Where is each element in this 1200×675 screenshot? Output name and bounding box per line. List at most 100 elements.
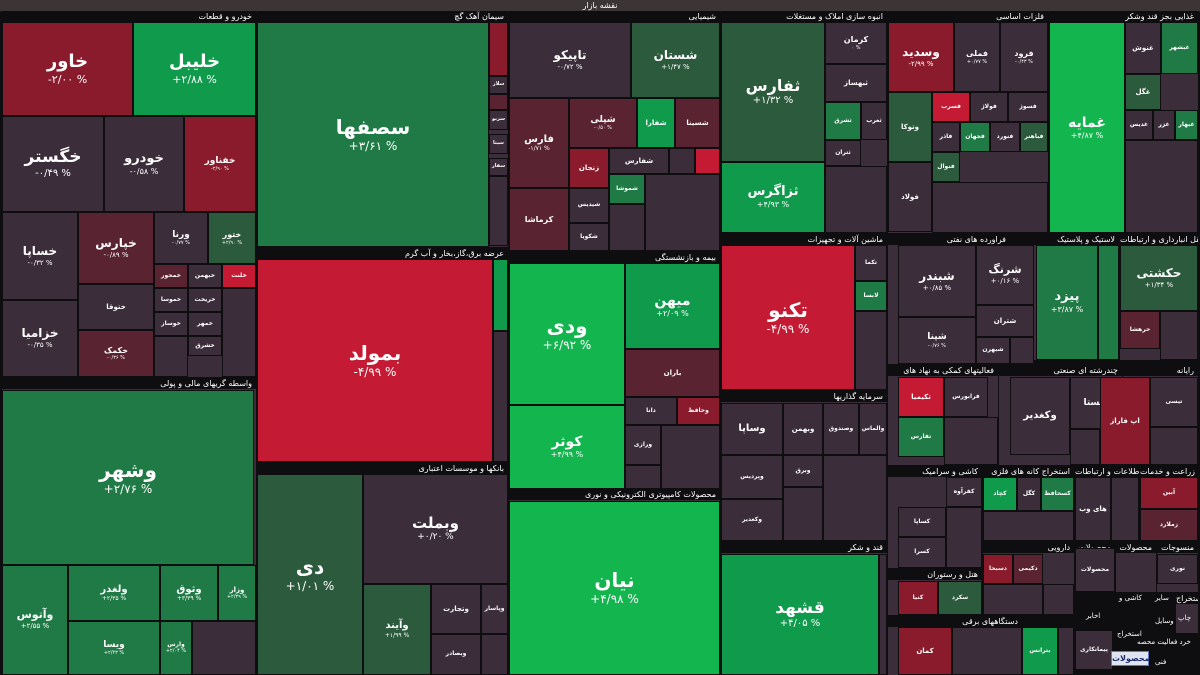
stock-tile[interactable]: سکرد bbox=[938, 581, 982, 615]
stock-tile-small[interactable] bbox=[983, 511, 1074, 541]
stock-tile-small[interactable] bbox=[222, 288, 256, 377]
stock-tile[interactable]: ورنا -۰/۷۷ % bbox=[154, 212, 208, 264]
stock-tile[interactable]: فرابورس bbox=[944, 377, 988, 417]
stock-tile[interactable]: زنجان bbox=[569, 148, 609, 188]
stock-tile[interactable]: ثغرب bbox=[861, 102, 887, 140]
stock-tile[interactable]: فملی +۰/۷۷ % bbox=[954, 22, 1000, 92]
stock-tile[interactable]: خکمک -۰/۳۶ % bbox=[78, 330, 154, 377]
stock-tile[interactable]: محصولات bbox=[1075, 548, 1115, 592]
stock-tile[interactable]: قشهد +۴/۰۵ % bbox=[721, 554, 879, 675]
stock-tile-small[interactable] bbox=[783, 487, 823, 541]
stock-tile[interactable]: حرهشا bbox=[1120, 311, 1160, 349]
stock-tile[interactable]: فنورد bbox=[990, 122, 1020, 152]
stock-tile-small[interactable] bbox=[855, 311, 887, 390]
stock-tile-small[interactable] bbox=[1160, 311, 1198, 360]
stock-tile[interactable]: ثفارس +۱/۳۲ % bbox=[721, 22, 825, 162]
stock-tile[interactable]: والماس bbox=[859, 403, 887, 455]
stock-tile[interactable]: شرنگ +۰/۱۶ % bbox=[976, 245, 1034, 305]
stock-tile[interactable]: غبشهر bbox=[1161, 22, 1198, 74]
stock-tile-small[interactable] bbox=[489, 22, 508, 76]
stock-tile[interactable]: وحافظ bbox=[677, 397, 720, 425]
stock-tile[interactable]: وصندوق bbox=[823, 403, 859, 455]
stock-tile[interactable]: زملارد bbox=[1140, 509, 1198, 541]
stock-tile[interactable]: وبصادر bbox=[431, 634, 481, 675]
stock-tile[interactable]: خمحور bbox=[154, 264, 188, 288]
stock-tile[interactable]: دکیمی bbox=[1013, 554, 1043, 584]
stock-tile[interactable]: وشهر +۲/۷۶ % bbox=[2, 390, 254, 565]
stock-tile[interactable]: نیان +۴/۹۸ % bbox=[509, 501, 720, 675]
stock-tile[interactable]: دی +۱/۰۱ % bbox=[257, 474, 363, 675]
stock-tile[interactable]: ودی +۶/۹۲ % bbox=[509, 263, 625, 405]
sector-block[interactable]: استخراج bbox=[1176, 593, 1198, 633]
stock-tile[interactable]: وپاسار bbox=[481, 584, 508, 634]
stock-tile[interactable]: اپ فاراز bbox=[1100, 377, 1150, 465]
stock-tile[interactable]: ثزاگرس +۴/۹۳ % bbox=[721, 162, 825, 233]
stock-tile[interactable]: شپنا -۰/۷۶ % bbox=[898, 317, 976, 364]
stock-tile-small[interactable] bbox=[1125, 140, 1198, 233]
stock-tile[interactable]: خزامیا -۰/۳۵ % bbox=[2, 300, 78, 377]
stock-tile[interactable]: وآتوس +۲/۵۵ % bbox=[2, 565, 68, 675]
stock-tile[interactable]: وساپا bbox=[721, 403, 783, 455]
stock-tile[interactable]: وبملت +۰/۲۰ % bbox=[363, 474, 508, 584]
stock-tile[interactable]: ختوقا bbox=[78, 284, 154, 330]
stock-tile[interactable]: فجهان bbox=[960, 122, 990, 152]
stock-tile-small[interactable] bbox=[879, 554, 887, 675]
stock-tile-small[interactable] bbox=[493, 331, 508, 462]
stock-tile[interactable]: کوثر +۴/۹۹ % bbox=[509, 405, 625, 489]
stock-tile[interactable]: حکشتی +۱/۳۴ % bbox=[1120, 245, 1198, 311]
stock-tile[interactable]: تفارس bbox=[898, 417, 944, 457]
stock-tile[interactable]: شسینا bbox=[675, 98, 720, 148]
stock-tile-small[interactable] bbox=[625, 465, 661, 489]
stock-tile[interactable]: شستان +۱/۴۷ % bbox=[631, 22, 720, 98]
stock-tile[interactable]: فسرب bbox=[932, 92, 970, 122]
stock-tile[interactable]: وکغدیر bbox=[1010, 377, 1070, 455]
stock-tile[interactable]: فرود -۰/۴۳ % bbox=[1000, 22, 1048, 92]
stock-tile[interactable]: کساپا bbox=[898, 507, 946, 537]
stock-tile-small[interactable] bbox=[489, 94, 508, 110]
stock-tile[interactable]: وتوکا bbox=[888, 92, 932, 162]
stock-tile[interactable]: ویسا +۲/۴۳ % bbox=[68, 621, 160, 675]
stock-tile[interactable]: وکغدیر bbox=[721, 499, 783, 541]
stock-tile[interactable]: کسحافظ bbox=[1041, 477, 1074, 511]
stock-tile[interactable]: شیدیس bbox=[569, 188, 609, 223]
stock-tile[interactable]: فسوژ bbox=[1008, 92, 1048, 122]
stock-tile[interactable]: شفارا bbox=[637, 98, 675, 148]
stock-tile-small[interactable] bbox=[1098, 245, 1119, 360]
stock-tile[interactable]: غزر bbox=[1153, 110, 1175, 140]
stock-tile-small[interactable] bbox=[661, 425, 720, 489]
stock-tile[interactable]: تکنو -۴/۹۹ % bbox=[721, 245, 855, 390]
stock-tile[interactable]: فاذر bbox=[932, 122, 960, 152]
stock-tile[interactable]: شفارس bbox=[609, 148, 669, 174]
stock-tile[interactable]: فولاد bbox=[888, 162, 932, 232]
stock-tile[interactable]: خوساز bbox=[154, 312, 188, 336]
stock-tile[interactable]: فارس -۱/۷۱ % bbox=[509, 98, 569, 188]
stock-tile-small[interactable] bbox=[932, 182, 1048, 233]
stock-tile[interactable]: نوری bbox=[1157, 554, 1198, 584]
stock-tile[interactable]: وآیند +۱/۹۹ % bbox=[363, 584, 431, 675]
stock-tile-small[interactable] bbox=[1010, 337, 1034, 364]
stock-tile[interactable]: کفرآوه bbox=[946, 477, 982, 507]
stock-tile[interactable]: ثبهساز bbox=[825, 64, 887, 102]
stock-tile[interactable]: باران bbox=[625, 349, 720, 397]
stock-tile[interactable]: آبین bbox=[1140, 477, 1198, 509]
stock-tile[interactable]: غبهار bbox=[1175, 110, 1198, 140]
stock-tile-small[interactable] bbox=[952, 627, 1022, 675]
stock-tile[interactable]: وارس +۲/۰۴ % bbox=[160, 621, 192, 675]
stock-tile[interactable]: خشرق bbox=[188, 336, 222, 356]
stock-tile-small[interactable] bbox=[1111, 477, 1139, 541]
stock-tile-small[interactable] bbox=[823, 455, 887, 541]
stock-tile-small[interactable] bbox=[609, 204, 645, 251]
stock-tile[interactable]: وثوق +۳/۳۹ % bbox=[160, 565, 218, 621]
stock-tile[interactable]: خمهر bbox=[188, 312, 222, 336]
stock-tile[interactable]: سلار bbox=[489, 76, 508, 94]
stock-tile-small[interactable] bbox=[1058, 627, 1074, 675]
stock-tile-small[interactable] bbox=[1070, 429, 1100, 465]
stock-tile[interactable]: سزبو bbox=[489, 110, 508, 130]
stock-tile[interactable]: پیزد +۳/۸۷ % bbox=[1036, 245, 1098, 360]
stock-tile[interactable]: دسبحا bbox=[983, 554, 1013, 584]
stock-tile[interactable]: خلنت bbox=[222, 264, 256, 288]
stock-tile-small[interactable] bbox=[1043, 584, 1074, 615]
stock-tile[interactable]: غگل bbox=[1125, 74, 1161, 110]
stock-tile[interactable]: خگستر -۰/۴۹ % bbox=[2, 116, 104, 212]
stock-tile[interactable]: سفار bbox=[489, 158, 508, 176]
